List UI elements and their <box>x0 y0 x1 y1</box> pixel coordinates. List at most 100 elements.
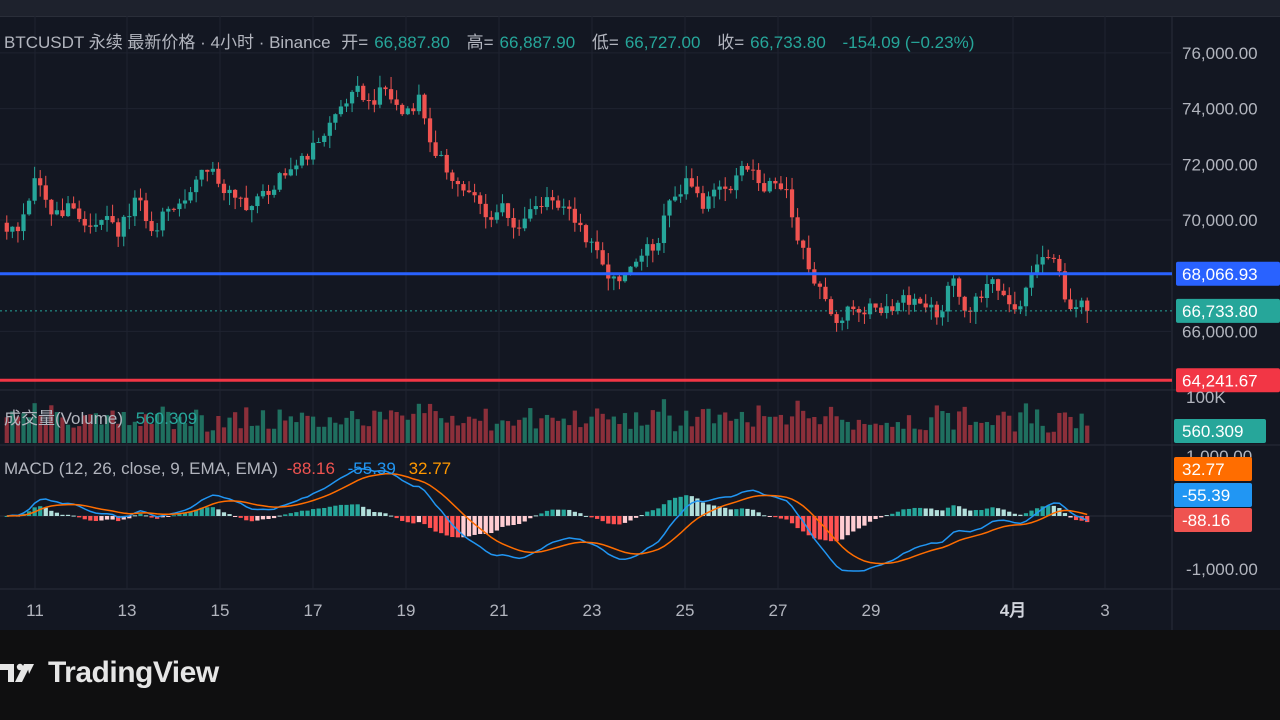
macd-histogram-bar <box>1068 516 1073 518</box>
candle-body <box>1085 300 1090 311</box>
macd-histogram-bar <box>678 496 683 516</box>
candle-body <box>338 106 344 115</box>
volume-bar <box>466 416 472 443</box>
candle-body <box>617 276 622 282</box>
candle-body <box>43 185 48 200</box>
symbol-label[interactable]: BTCUSDT 永续 最新价格 · 4小时 · Binance <box>4 33 331 52</box>
hist-value: 32.77 <box>408 459 452 478</box>
candle-body <box>723 186 728 189</box>
candle-body <box>550 197 555 201</box>
macd-histogram-bar <box>550 509 555 516</box>
candle-body <box>171 208 176 210</box>
volume-bar <box>556 420 561 443</box>
volume-bar <box>405 419 410 443</box>
candle-body <box>199 169 204 180</box>
macd-histogram-bar <box>957 506 962 516</box>
volume-bar <box>26 417 32 443</box>
macd-histogram-bar <box>795 516 800 529</box>
macd-histogram-bar <box>639 515 644 517</box>
macd-histogram-bar <box>867 516 873 522</box>
volume-bar <box>483 408 488 443</box>
candle-body <box>405 108 410 115</box>
candle-body <box>54 210 60 215</box>
candle-body <box>132 197 137 217</box>
macd-histogram-bar <box>611 516 616 525</box>
candle-body <box>528 209 533 219</box>
chart-svg[interactable]: 11 13 15 17 19 21 23 25 27 29 4月 3 76,000.00 74,000.0… <box>0 16 1280 630</box>
candle-body <box>867 303 873 315</box>
candle-body <box>60 210 65 217</box>
candle-body <box>249 206 254 211</box>
macd-histogram-bar <box>962 508 967 516</box>
macd-legend: MACD (12, 26, close, 9, EMA, EMA) -88.16… <box>4 459 451 479</box>
macd-histogram-bar <box>533 515 538 517</box>
macd-histogram-bar <box>77 516 82 518</box>
low-value: 低= 66,727.00 <box>592 33 707 52</box>
candle-body <box>210 168 215 172</box>
macd-histogram-bar <box>756 512 761 516</box>
macd-histogram-bar <box>427 516 433 528</box>
candle-body <box>38 178 43 186</box>
candle-body <box>762 183 767 192</box>
candle-body <box>388 89 394 100</box>
macd-title[interactable]: MACD (12, 26, close, 9, EMA, EMA) <box>4 459 278 478</box>
macd-histogram-bar <box>177 514 182 516</box>
volume-bar <box>756 405 761 443</box>
candle-body <box>806 247 811 270</box>
candle-body <box>522 218 527 229</box>
candle-body <box>773 180 778 184</box>
volume-bar <box>116 423 121 443</box>
macd-histogram-bar <box>349 504 355 516</box>
candle-body <box>572 208 577 223</box>
volume-bar <box>700 409 706 443</box>
macd-histogram-bar <box>1073 516 1079 521</box>
candle-body <box>767 180 772 192</box>
macd-histogram-bar <box>194 509 199 516</box>
volume-bar <box>10 411 15 443</box>
candle-body <box>567 206 572 209</box>
macd-line <box>6 467 1088 572</box>
volume-bar <box>706 408 711 443</box>
macd-histogram-bar <box>121 516 126 520</box>
candle-body <box>706 196 711 209</box>
candle-body <box>327 122 332 136</box>
tradingview-logo[interactable]: TradingView <box>0 656 219 690</box>
candle-body <box>32 178 37 201</box>
volume-bar <box>611 416 616 443</box>
macd-histogram-bar <box>472 516 477 535</box>
volume-bar <box>762 416 767 443</box>
volume-bar <box>595 408 600 443</box>
candle-body <box>834 314 839 323</box>
volume-bar <box>795 400 800 443</box>
macd-histogram-bar <box>355 504 360 516</box>
macd-value-tag-label: -88.16 <box>1182 511 1230 530</box>
high-value: 高= 66,887.90 <box>467 33 582 52</box>
volume-bar <box>366 426 371 443</box>
volume-bar <box>578 427 583 443</box>
volume-bar <box>277 409 282 443</box>
volume-bar <box>1062 412 1068 443</box>
macd-histogram-bar <box>489 516 494 534</box>
macd-histogram-bar <box>160 516 165 518</box>
volume-bar <box>160 406 165 443</box>
macd-histogram-bar <box>99 516 104 521</box>
volume-bar <box>77 426 82 443</box>
volume-bar <box>656 411 661 443</box>
volume-bar <box>544 414 550 443</box>
volume-bar <box>310 416 316 443</box>
macd-histogram-bar <box>906 508 912 516</box>
volume-bar <box>450 415 455 443</box>
volume-bar <box>1034 409 1040 443</box>
candle-body <box>427 118 433 143</box>
macd-histogram-bar <box>294 512 299 516</box>
macd-histogram-bar <box>1085 516 1090 523</box>
macd-histogram-bar <box>739 508 745 516</box>
time-tick-label: 23 <box>583 601 602 620</box>
candle-body <box>244 197 249 211</box>
candle-body <box>973 296 978 312</box>
close-label: 收= <box>717 33 745 52</box>
macd-histogram-bar <box>784 516 789 520</box>
candle-body <box>104 216 110 220</box>
volume-title[interactable]: 成交量(Volume) <box>4 409 124 428</box>
chart-area[interactable]: 11 13 15 17 19 21 23 25 27 29 4月 3 76,000.00 74,000.0… <box>0 16 1280 630</box>
